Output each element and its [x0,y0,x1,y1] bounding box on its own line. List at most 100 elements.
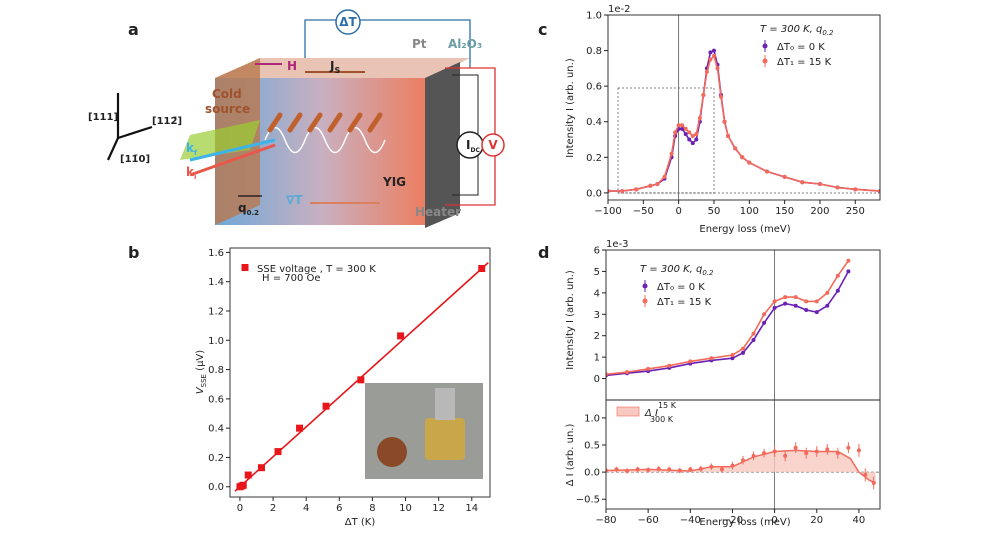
x-tick-label: −100 [594,206,621,217]
point [694,137,699,142]
y-tick-label: 1.2 [208,306,224,317]
point [825,303,830,308]
line [606,271,850,377]
y-tick-label: 0.8 [208,365,224,376]
point [708,57,713,62]
point [669,151,674,156]
point [676,123,681,128]
panel-label: b [128,243,139,262]
axes-frame [607,14,881,201]
point [814,310,819,315]
beam-ki [189,143,276,177]
label-sub: S [334,66,340,75]
point [835,288,840,293]
x-tick-label: 150 [775,206,794,217]
label: V [488,138,498,152]
point [709,356,714,361]
label: IDC [466,138,480,154]
x-tick-label: −40 [680,515,701,526]
point [762,320,767,325]
label: q [238,201,247,215]
point [793,445,798,450]
point [772,449,777,454]
line [608,54,880,192]
y-tick-label: 0.2 [208,453,224,464]
point [846,445,851,450]
point [708,50,713,55]
legend-swatch [762,58,768,64]
point [825,447,830,452]
point [814,299,819,304]
point [697,116,702,121]
point [656,466,661,471]
wire [304,19,471,68]
point [667,363,672,368]
point [711,53,716,58]
y-tick-label: 6 [594,246,600,257]
label: Δ I [644,408,658,419]
x-tick-label: 100 [740,206,759,217]
legend-label: SSE voltage , T = 300 K [257,264,376,275]
x-tick-label: 6 [336,503,342,514]
x-tick-label: −20 [722,515,743,526]
point [698,466,703,471]
plane [180,120,260,160]
label: Al₂O₃ [448,37,482,51]
y-tick-label: 0.0 [208,482,224,493]
point [608,189,610,194]
legend-swatch [642,283,648,289]
point [701,93,706,98]
point [762,451,767,456]
point [762,312,767,317]
point [783,453,788,458]
legend-swatch [642,298,648,304]
point [835,185,840,190]
label: I [466,138,470,152]
point [655,181,660,186]
label: kf [186,141,198,157]
point [835,273,840,278]
plot-area [234,262,489,492]
label-sub: 0.2 [247,209,260,217]
x-axis-label: Energy loss (meV) [699,224,790,235]
spins [267,112,383,133]
point [740,155,745,160]
point [683,126,688,131]
label: Pt [412,37,427,51]
point [634,187,639,192]
x-tick-label: 250 [846,206,865,217]
point [793,303,798,308]
box-front [215,78,430,225]
label-sub: i [194,173,196,181]
x-axis-label: Energy loss (meV) [699,517,790,528]
point [814,449,819,454]
point [662,174,667,179]
point [646,366,651,371]
direction: [112̄] [152,116,182,127]
point [677,468,682,473]
y-axis-label: Intensity I (arb. un.) [565,58,576,158]
plot-area [606,400,880,509]
point [704,69,709,74]
point [825,290,830,295]
point [635,467,640,472]
label: JS [329,59,340,75]
y-axis-label: VSSE (μV) [195,350,208,394]
point [606,468,608,473]
label: YIG [382,175,406,189]
point [397,332,405,340]
y-tick-label: 2 [594,331,600,342]
point [751,453,756,458]
label: q0.2 [238,201,259,217]
axes-arrows [106,93,153,161]
axes-frame [229,247,491,498]
point [853,187,858,192]
label: k [186,165,195,179]
chart: 0 1 2 3 4 5 6 ΔT₀ = 0 K ΔT₁ = 15 K [594,246,881,401]
x-tick-label: −60 [638,515,659,526]
y-tick-label: −0.5 [576,495,600,506]
label: H [287,59,297,73]
direction: [11̄0] [120,154,150,165]
x-tick-label: 0 [675,206,681,217]
y-tick-label: 0.4 [208,424,224,435]
